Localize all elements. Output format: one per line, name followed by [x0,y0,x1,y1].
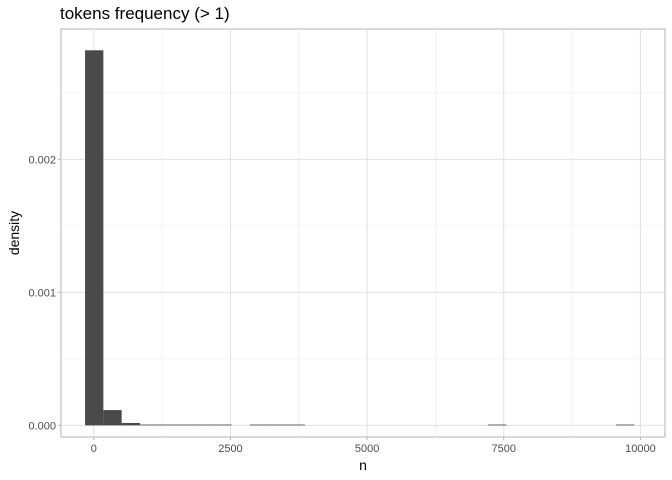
y-tick-label: 0.001 [28,287,56,299]
histogram-bar [194,424,214,426]
x-axis-title: n [359,457,367,473]
minor-gridlines [61,29,665,437]
histogram-bar [213,424,232,426]
histogram-bar [286,424,305,426]
histogram-bars [85,50,635,426]
x-tick-label: 5000 [355,443,379,455]
histogram-bar [85,50,104,426]
y-axis-ticks: 0.000 0.001 0.002 [28,154,61,432]
x-tick-label: 7500 [492,443,516,455]
histogram-bar [103,410,122,426]
histogram-bar [616,424,635,426]
chart-title: tokens frequency (> 1) [60,4,230,23]
x-axis-ticks: 0 2500 5000 7500 10000 [91,437,656,455]
y-tick-label: 0.000 [28,420,56,432]
x-tick-label: 2500 [218,443,242,455]
x-tick-label: 10000 [625,443,656,455]
histogram-bar [158,424,177,426]
y-tick-label: 0.002 [28,154,56,166]
histogram-bar [268,424,287,426]
histogram-bar [249,424,269,426]
y-axis-title: density [6,211,22,255]
major-gridlines [61,29,665,437]
histogram-bar [487,424,507,426]
x-tick-label: 0 [91,443,97,455]
histogram-bar [139,424,159,426]
plot-panel [60,28,666,438]
histogram-bar [176,424,195,426]
histogram-bar [121,422,140,426]
